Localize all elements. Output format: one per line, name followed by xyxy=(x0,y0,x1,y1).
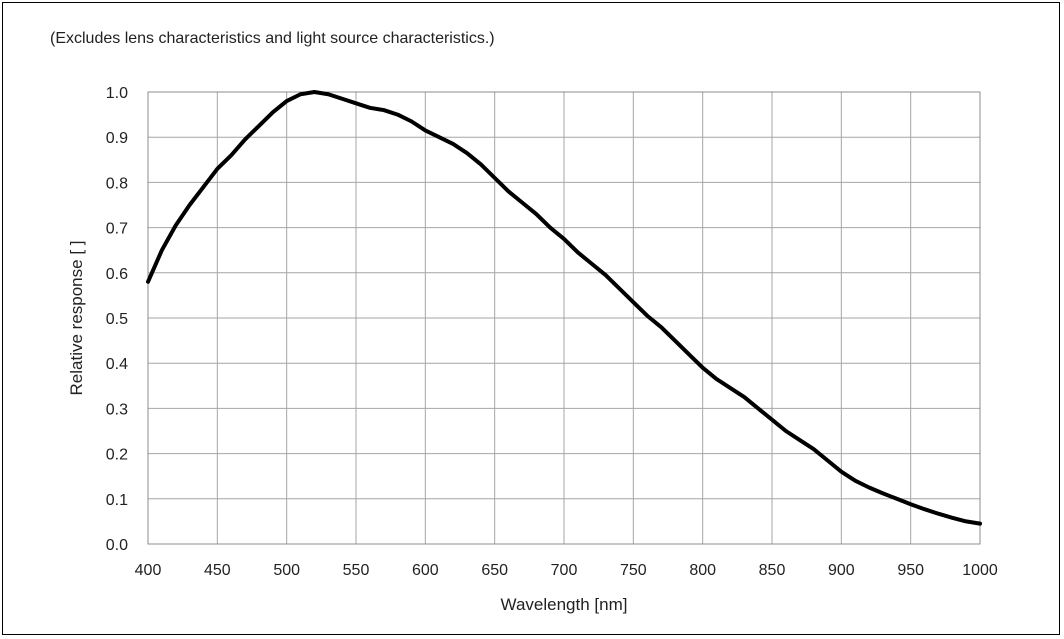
y-tick-label: 0.3 xyxy=(106,401,128,418)
y-tick-labels: 0.0 0.1 0.2 0.3 0.4 0.5 0.6 0.7 0.8 0.9 1.0 xyxy=(106,85,128,554)
x-tick-label: 500 xyxy=(273,562,300,579)
series-line xyxy=(146,90,982,526)
x-tick-label: 400 xyxy=(135,562,162,579)
x-tick-label: 850 xyxy=(759,562,786,579)
chart-grid xyxy=(147,91,981,545)
y-tick-label: 0.7 xyxy=(106,221,128,238)
x-axis-label: Wavelength [nm] xyxy=(501,595,628,614)
chart-note: (Excludes lens characteristics and light… xyxy=(50,30,495,47)
x-tick-label: 550 xyxy=(343,562,370,579)
y-tick-label: 1.0 xyxy=(106,85,128,102)
y-tick-label: 0.5 xyxy=(106,311,128,328)
y-tick-label: 0.9 xyxy=(106,130,128,147)
x-tick-label: 450 xyxy=(204,562,231,579)
x-tick-label: 950 xyxy=(897,562,924,579)
y-tick-label: 0.8 xyxy=(106,175,128,192)
x-tick-label: 600 xyxy=(412,562,439,579)
x-tick-label: 650 xyxy=(481,562,508,579)
y-tick-label: 0.6 xyxy=(106,266,128,283)
x-tick-labels: 400 450 500 550 600 650 700 750 800 850 900 950 1000 xyxy=(135,562,998,579)
y-tick-label: 0.1 xyxy=(106,492,128,509)
y-tick-label: 0.0 xyxy=(106,537,128,554)
x-tick-label: 700 xyxy=(551,562,578,579)
x-tick-label: 900 xyxy=(828,562,855,579)
x-tick-label: 800 xyxy=(689,562,716,579)
y-axis-label: Relative response [ ] xyxy=(67,241,86,396)
x-tick-label: 750 xyxy=(620,562,647,579)
plot-border xyxy=(147,91,981,545)
y-tick-label: 0.4 xyxy=(106,356,128,373)
x-tick-label: 1000 xyxy=(962,562,998,579)
y-tick-label: 0.2 xyxy=(106,447,128,464)
